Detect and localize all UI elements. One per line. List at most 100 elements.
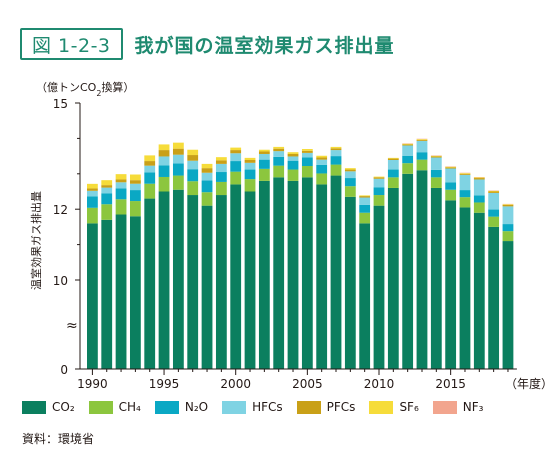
bar-2004-n2o — [287, 160, 299, 170]
bar-2002-hfcs — [258, 153, 270, 160]
bar-1999-n2o — [215, 172, 227, 182]
bar-1995-hfcs — [158, 156, 170, 166]
bar-2007-n2o — [330, 156, 342, 165]
legend-swatch — [296, 400, 321, 414]
bar-1993-ch4 — [129, 201, 141, 217]
legend-label: N₂O — [184, 400, 209, 414]
bar-2004-pfcs — [287, 153, 299, 157]
legend-swatch — [22, 400, 46, 414]
bar-2000-sf6 — [230, 147, 242, 151]
bar-2012-co2 — [402, 173, 414, 369]
bar-1990-ch4 — [87, 207, 98, 224]
bar-1995-n2o — [158, 165, 170, 177]
bar-2005-ch4 — [301, 166, 313, 178]
bar-1998-pfcs — [201, 168, 213, 173]
bar-2008-hfcs — [344, 171, 356, 179]
bar-2000-pfcs — [230, 150, 242, 154]
bar-1997-hfcs — [187, 160, 199, 170]
legend-label: CH₄ — [118, 400, 141, 414]
bar-2017-pfcs — [473, 178, 485, 180]
bar-2011-ch4 — [387, 177, 399, 188]
bar-2018-n2o — [488, 209, 500, 217]
bar-2006-sf6 — [316, 155, 328, 158]
bar-2001-n2o — [244, 169, 256, 180]
bar-2016-hfcs — [459, 174, 471, 191]
bar-1999-hfcs — [215, 163, 227, 173]
bar-2018-ch4 — [488, 216, 500, 227]
bar-1995-ch4 — [158, 176, 170, 192]
figure-number: 図 1-2-3 — [20, 28, 123, 60]
legend-swatch — [222, 400, 247, 414]
bar-2014-hfcs — [430, 157, 442, 170]
bar-2014-sf6 — [430, 155, 442, 157]
unit-label-subscript: 2 — [96, 89, 101, 98]
bar-1999-ch4 — [215, 181, 227, 196]
bar-2009-co2 — [359, 223, 371, 369]
bar-2017-co2 — [473, 212, 485, 369]
x-tick-label: 1990 — [77, 377, 108, 391]
bar-1993-sf6 — [129, 174, 141, 181]
bar-1996-n2o — [172, 163, 184, 176]
legend-item-pfcs: PFCs — [296, 400, 355, 414]
bar-2014-co2 — [430, 187, 442, 369]
figure-header: 図 1-2-3 我が国の温室効果ガス排出量 — [20, 24, 395, 64]
bar-2013-co2 — [416, 170, 428, 369]
bar-2005-n2o — [301, 157, 313, 167]
bar-2002-pfcs — [258, 151, 270, 154]
bar-2009-n2o — [359, 204, 371, 213]
bar-2016-co2 — [459, 207, 471, 369]
bar-2009-hfcs — [359, 197, 371, 205]
bar-2018-sf6 — [488, 190, 500, 192]
legend-item-n2o: N₂O — [154, 400, 209, 414]
bar-1996-hfcs — [172, 154, 184, 164]
bar-2010-hfcs — [373, 178, 385, 188]
bar-2018-pfcs — [488, 191, 500, 193]
bar-1998-sf6 — [201, 163, 213, 169]
bar-1997-pfcs — [187, 155, 199, 161]
bar-2004-sf6 — [287, 152, 299, 154]
bar-1999-sf6 — [215, 157, 227, 161]
bar-2003-ch4 — [273, 165, 285, 178]
bar-2013-n2o — [416, 152, 428, 160]
bar-2014-n2o — [430, 169, 442, 178]
bar-2003-hfcs — [273, 151, 285, 157]
bar-1991-pfcs — [101, 185, 113, 188]
legend-item-co2: CO₂ — [22, 400, 75, 414]
y-axis-title: 温室効果ガス排出量 — [29, 191, 43, 290]
bar-1991-co2 — [101, 219, 113, 369]
bar-1995-co2 — [158, 191, 170, 369]
bar-2006-hfcs — [316, 159, 328, 165]
bar-1990-pfcs — [87, 188, 98, 191]
x-tick-label: 1995 — [149, 377, 180, 391]
figure-title: 我が国の温室効果ガス排出量 — [134, 34, 395, 57]
bar-2011-pfcs — [387, 158, 399, 160]
bar-1995-sf6 — [158, 144, 170, 151]
bar-1995-pfcs — [158, 150, 170, 157]
bar-2009-ch4 — [359, 212, 371, 224]
bar-2015-ch4 — [445, 189, 457, 201]
bar-1998-n2o — [201, 180, 213, 193]
bar-2013-ch4 — [416, 159, 428, 171]
bar-2011-hfcs — [387, 159, 399, 170]
x-tick-label: 2000 — [220, 377, 251, 391]
legend-swatch — [154, 400, 179, 414]
bar-2008-n2o — [344, 178, 356, 187]
bar-2001-co2 — [244, 191, 256, 369]
x-axis-suffix: （年度） — [505, 376, 553, 391]
bar-1992-ch4 — [115, 199, 127, 215]
bar-2005-co2 — [301, 177, 313, 369]
bar-2018-co2 — [488, 226, 500, 369]
bar-2006-co2 — [316, 184, 328, 369]
bar-2016-ch4 — [459, 197, 471, 208]
x-tick-label: 2010 — [364, 377, 395, 391]
bar-2000-co2 — [230, 184, 242, 369]
bar-1994-hfcs — [144, 165, 156, 173]
bar-1990-sf6 — [87, 183, 98, 189]
legend-swatch — [369, 400, 394, 414]
bar-1998-ch4 — [201, 192, 213, 206]
bar-2016-sf6 — [459, 173, 471, 174]
bar-2015-n2o — [445, 182, 457, 190]
bar-2014-pfcs — [430, 156, 442, 158]
bar-1996-ch4 — [172, 175, 184, 190]
bar-2016-pfcs — [459, 173, 471, 175]
